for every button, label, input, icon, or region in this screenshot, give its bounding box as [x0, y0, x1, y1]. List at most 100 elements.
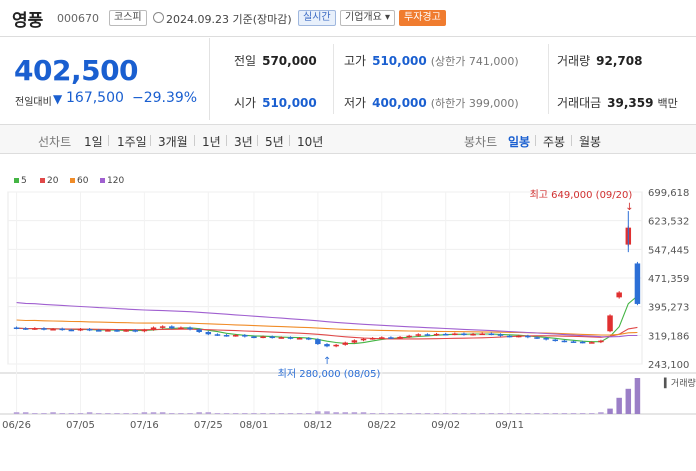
- volume-bar: [488, 413, 495, 414]
- candle: [269, 336, 275, 339]
- candle: [150, 327, 157, 330]
- candle: [397, 336, 403, 339]
- price-chart: 699,618 623,532 547,445 471,359 395,273 319,1…: [0, 188, 696, 431]
- candle: [452, 333, 458, 336]
- candle: [324, 344, 330, 347]
- quote-date: 2024.09.23 기준(장마감): [166, 13, 292, 26]
- volume-bar: [351, 412, 358, 414]
- volume-bar: [388, 413, 394, 414]
- candle: [634, 263, 641, 304]
- candle: [315, 339, 321, 345]
- candle: [342, 342, 348, 345]
- volume-bar: [406, 413, 412, 414]
- period-selector: 선차트 1일 1주일 3개월 1년 3년 5년 10년 봉차트 일봉 주봉 월봉: [0, 124, 696, 154]
- candle: [114, 330, 120, 332]
- volume-bar: [333, 412, 339, 414]
- x-tick-label: 07/05: [66, 420, 95, 431]
- period-1y[interactable]: 1년: [202, 135, 221, 149]
- candle: [525, 335, 531, 338]
- candle-daily[interactable]: 일봉: [508, 135, 531, 149]
- candle: [123, 330, 129, 332]
- y-tick-label: 395,273: [648, 303, 689, 314]
- volume-bar: [397, 413, 403, 414]
- candle: [616, 292, 622, 298]
- stock-code: 000670: [57, 12, 99, 25]
- candle: [187, 327, 193, 330]
- realtime-button[interactable]: 실시간: [298, 10, 336, 26]
- candle: [479, 333, 485, 336]
- candle: [461, 333, 467, 336]
- volume-bar: [59, 413, 65, 414]
- volume-bar: [525, 413, 531, 414]
- x-tick-label: 07/25: [194, 420, 223, 431]
- volume-bar: [187, 413, 193, 414]
- candle: [433, 333, 440, 336]
- volume-bar: [242, 413, 248, 414]
- candle: [141, 329, 148, 332]
- high-price: 고가 510,000 (상한가 741,000): [344, 54, 519, 68]
- candle: [132, 330, 138, 332]
- candle: [351, 340, 358, 343]
- volume-label: ▍거래량: [663, 377, 696, 389]
- candle: [369, 338, 376, 340]
- volume-bar: [433, 413, 440, 414]
- low-price: 저가 400,000 (하한가 399,000): [344, 96, 519, 110]
- volume-bar: [479, 413, 485, 414]
- market-badge: 코스피: [109, 10, 147, 26]
- high-arrow-icon: ↓: [625, 202, 633, 213]
- candle-weekly[interactable]: 주봉: [543, 135, 566, 149]
- candle-monthly[interactable]: 월봉: [579, 135, 602, 149]
- period-3y[interactable]: 3년: [234, 135, 253, 149]
- volume-bar: [68, 413, 75, 414]
- stock-header: 영풍 000670 코스피 2024.09.23 기준(장마감) 실시간 기업개…: [0, 0, 696, 36]
- change-percent: −29.39%: [132, 90, 198, 106]
- candle: [506, 335, 513, 338]
- volume-bar: [77, 413, 84, 414]
- candle: [41, 328, 47, 330]
- volume-bar: [342, 412, 348, 414]
- ma-5-line: [16, 295, 638, 345]
- volume-bar: [516, 413, 522, 414]
- x-tick-label: 07/16: [130, 420, 159, 431]
- volume-bar: [32, 413, 38, 414]
- volume-bar: [50, 412, 56, 414]
- candle: [50, 328, 56, 331]
- candle: [388, 337, 394, 339]
- period-10y[interactable]: 10년: [297, 135, 324, 149]
- volume-bar: [315, 411, 321, 414]
- volume-bar: [159, 412, 166, 414]
- candle: [296, 338, 303, 340]
- legend-ma5: 5: [14, 176, 27, 186]
- period-3m[interactable]: 3개월: [158, 135, 188, 149]
- y-tick-label: 623,532: [648, 217, 689, 228]
- candle: [543, 338, 549, 340]
- volume-bar: [497, 413, 504, 414]
- volume-bar: [278, 413, 285, 414]
- volume-bar: [169, 413, 175, 414]
- candle: [196, 329, 202, 333]
- candle: [77, 328, 84, 331]
- period-1w[interactable]: 1주일: [117, 135, 147, 149]
- volume-bar: [178, 413, 184, 414]
- volume-bar: [570, 413, 577, 414]
- candle: [178, 327, 184, 329]
- ma-120-line: [16, 302, 638, 338]
- current-price: 402,500: [14, 54, 139, 87]
- volume-bar: [506, 413, 513, 414]
- candle: [223, 335, 230, 337]
- candle: [552, 339, 558, 342]
- period-5y[interactable]: 5년: [265, 135, 284, 149]
- volume-bar: [442, 413, 449, 414]
- ma-20-line: [16, 326, 638, 340]
- volume-bar: [461, 413, 467, 414]
- candle: [260, 336, 266, 339]
- low-annotation: 최저 280,000 (08/05): [278, 368, 381, 380]
- x-tick-label: 08/01: [240, 420, 269, 431]
- volume-bar: [260, 413, 266, 414]
- volume-bar: [105, 413, 111, 414]
- volume-bar: [86, 412, 93, 414]
- volume-bar: [13, 412, 20, 414]
- company-info-dropdown[interactable]: 기업개요 ▾: [340, 10, 396, 26]
- candle: [470, 333, 476, 336]
- period-1d[interactable]: 1일: [84, 135, 103, 149]
